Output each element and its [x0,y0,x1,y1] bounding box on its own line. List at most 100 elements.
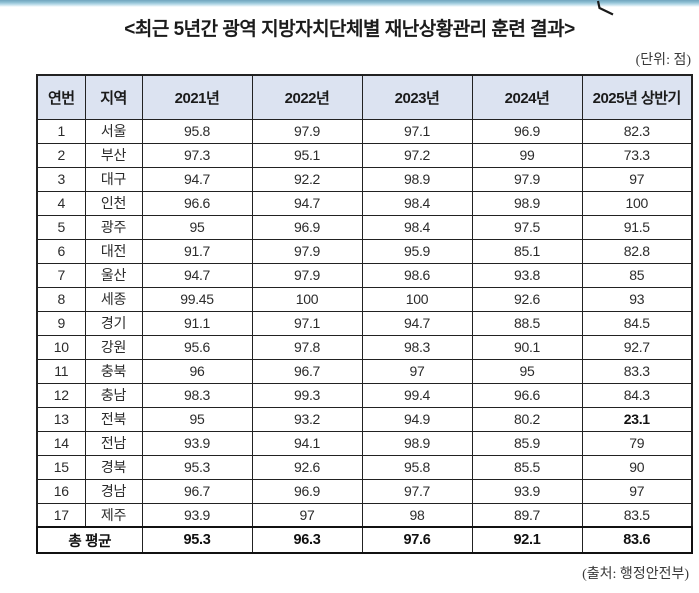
column-header-no: 연번 [36,74,86,120]
score-cell: 97.5 [471,214,583,240]
score-cell: 100 [251,286,363,312]
row-number: 9 [36,310,86,336]
score-cell: 90 [581,454,693,480]
region-name: 대구 [84,166,143,192]
region-name: 경남 [84,478,143,504]
table-row: 9 경기 91.1 97.1 94.7 88.5 84.5 [36,310,693,336]
score-cell: 83.3 [581,358,693,384]
score-cell: 97 [581,478,693,504]
table-row: 8 세종 99.45 100 100 92.6 93 [36,286,693,312]
score-cell: 98 [361,502,473,528]
score-cell: 96 [141,358,253,384]
region-name: 강원 [84,334,143,360]
region-name: 부산 [84,142,143,168]
score-cell: 94.7 [141,262,253,288]
score-cell: 92.7 [581,334,693,360]
score-cell: 98.6 [361,262,473,288]
score-cell: 99.3 [251,382,363,408]
score-cell: 95 [141,214,253,240]
region-name: 충북 [84,358,143,384]
score-cell: 94.9 [361,406,473,432]
table-row: 2 부산 97.3 95.1 97.2 99 73.3 [36,142,693,168]
row-number: 4 [36,190,86,216]
score-cell: 93.8 [471,262,583,288]
source-note: (출처: 행정안전부) [582,567,689,582]
table-row: 11 충북 96 96.7 97 95 83.3 [36,358,693,384]
score-cell: 79 [581,430,693,456]
region-name: 세종 [84,286,143,312]
score-cell: 95.1 [251,142,363,168]
row-number: 1 [36,118,86,144]
score-cell: 95.8 [361,454,473,480]
score-cell: 97 [251,502,363,528]
table-row: 10 강원 95.6 97.8 98.3 90.1 92.7 [36,334,693,360]
score-cell: 93.9 [471,478,583,504]
score-cell: 73.3 [581,142,693,168]
score-cell: 92.6 [251,454,363,480]
region-name: 울산 [84,262,143,288]
score-cell: 100 [581,190,693,216]
score-cell: 99 [471,142,583,168]
column-header-2023: 2023년 [361,74,473,120]
table-row: 5 광주 95 96.9 98.4 97.5 91.5 [36,214,693,240]
column-header-2021: 2021년 [141,74,253,120]
total-score-cell: 92.1 [471,526,583,554]
score-cell: 94.7 [361,310,473,336]
score-cell: 85.9 [471,430,583,456]
total-score-cell: 83.6 [581,526,693,554]
total-label: 총 평균 [36,526,143,554]
score-cell: 97.1 [251,310,363,336]
table-row: 14 전남 93.9 94.1 98.9 85.9 79 [36,430,693,456]
table-footer: 총 평균 95.3 96.3 97.6 92.1 83.6 [36,526,693,554]
region-name: 충남 [84,382,143,408]
total-row: 총 평균 95.3 96.3 97.6 92.1 83.6 [36,526,693,554]
table-body: 1 서울 95.8 97.9 97.1 96.9 82.3 2 부산 97.3 95.1 97.2 99… [36,118,693,528]
score-cell: 100 [361,286,473,312]
training-results-table: 연번 지역 2021년 2022년 2023년 2024년 2025년 상반기 … [36,74,693,554]
table-row: 16 경남 96.7 96.9 97.7 93.9 97 [36,478,693,504]
row-number: 5 [36,214,86,240]
score-cell: 96.6 [141,190,253,216]
score-cell: 97.1 [361,118,473,144]
row-number: 14 [36,430,86,456]
score-cell: 97.8 [251,334,363,360]
region-name: 서울 [84,118,143,144]
region-name: 전북 [84,406,143,432]
score-cell: 99.4 [361,382,473,408]
score-cell: 98.9 [361,166,473,192]
score-cell: 82.3 [581,118,693,144]
table-row: 7 울산 94.7 97.9 98.6 93.8 85 [36,262,693,288]
region-name: 광주 [84,214,143,240]
row-number: 8 [36,286,86,312]
score-cell: 88.5 [471,310,583,336]
score-cell: 84.5 [581,310,693,336]
row-number: 12 [36,382,86,408]
score-cell: 98.3 [361,334,473,360]
score-cell: 98.3 [141,382,253,408]
score-cell: 98.9 [471,190,583,216]
table-row: 6 대전 91.7 97.9 95.9 85.1 82.8 [36,238,693,264]
score-cell: 91.7 [141,238,253,264]
header-row: 연번 지역 2021년 2022년 2023년 2024년 2025년 상반기 [36,74,693,120]
column-header-2025h1: 2025년 상반기 [581,74,693,120]
table-row: 12 충남 98.3 99.3 99.4 96.6 84.3 [36,382,693,408]
score-cell: 97.9 [251,262,363,288]
region-name: 경북 [84,454,143,480]
score-cell: 94.1 [251,430,363,456]
row-number: 13 [36,406,86,432]
table-row: 13 전북 95 93.2 94.9 80.2 23.1 [36,406,693,432]
score-cell: 96.9 [251,478,363,504]
page-title: <최근 5년간 광역 지방자치단체별 재난상황관리 훈련 결과> [124,19,575,40]
score-cell: 97 [361,358,473,384]
total-score-cell: 95.3 [141,526,253,554]
row-number: 10 [36,334,86,360]
score-cell: 85 [581,262,693,288]
score-cell: 90.1 [471,334,583,360]
score-cell: 96.9 [471,118,583,144]
table-row: 17 제주 93.9 97 98 89.7 83.5 [36,502,693,528]
region-name: 전남 [84,430,143,456]
score-cell: 95.9 [361,238,473,264]
row-number: 17 [36,502,86,528]
score-cell: 99.45 [141,286,253,312]
region-name: 인천 [84,190,143,216]
